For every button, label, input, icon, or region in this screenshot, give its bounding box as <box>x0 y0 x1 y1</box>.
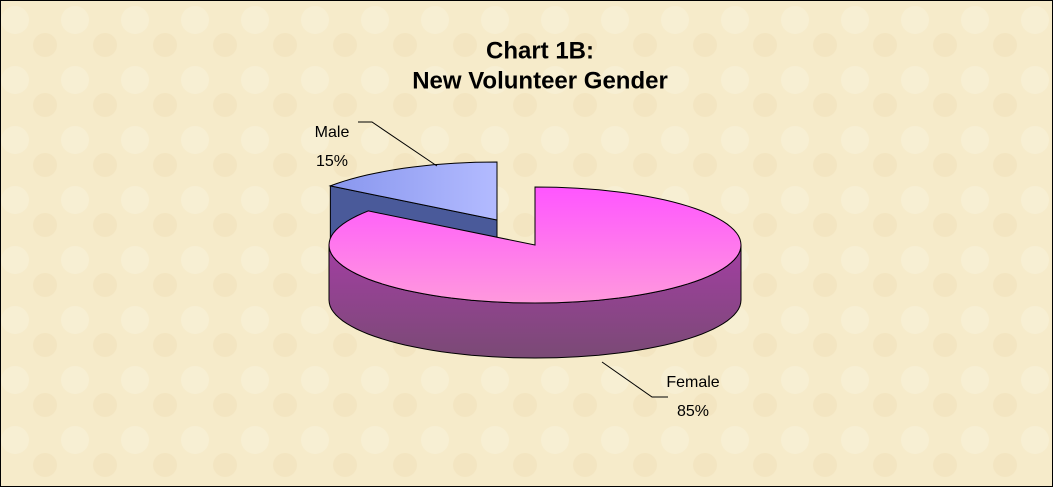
slice <box>328 161 498 221</box>
data-label: Male <box>315 124 350 141</box>
leader-line <box>601 361 668 398</box>
chart-title: Chart 1B: <box>486 37 594 64</box>
data-label: Female <box>666 374 719 391</box>
leader-line <box>358 121 438 167</box>
slice <box>328 186 742 304</box>
data-label: 85% <box>677 403 709 420</box>
data-label: 15% <box>316 153 348 170</box>
chart-title: New Volunteer Gender <box>412 67 668 94</box>
